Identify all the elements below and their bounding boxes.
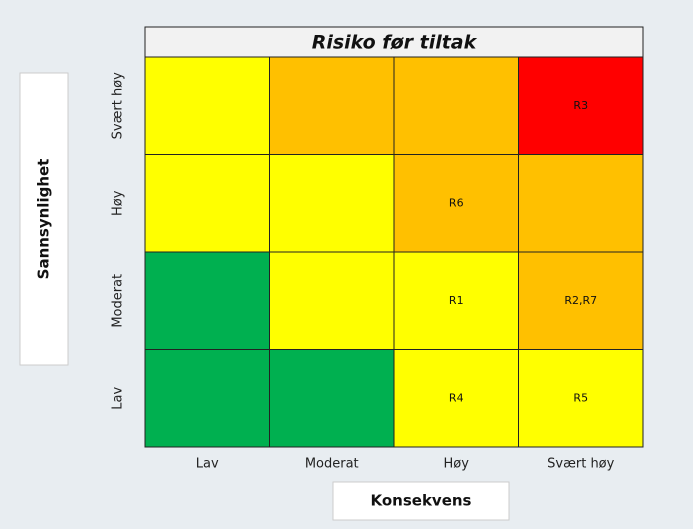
row-label: Moderat xyxy=(111,274,126,328)
matrix-cell xyxy=(144,349,270,448)
row-label: Høy xyxy=(111,190,126,216)
x-label: Konsekvens xyxy=(371,492,472,510)
column-label: Høy xyxy=(444,457,470,472)
matrix-cell xyxy=(393,56,519,155)
matrix-cell xyxy=(518,154,644,253)
row-label: Lav xyxy=(111,386,126,409)
matrix-cell xyxy=(393,154,519,253)
column-label: Lav xyxy=(196,457,219,472)
matrix-cell xyxy=(518,56,644,155)
y-label-box xyxy=(19,72,69,366)
title-box xyxy=(144,26,644,58)
row-label: Svært høy xyxy=(111,72,126,139)
cell-label: R2,R7 xyxy=(564,294,597,307)
column-label: Svært høy xyxy=(547,457,614,472)
matrix-cell xyxy=(269,56,395,155)
matrix-cell xyxy=(144,56,270,155)
matrix-cell xyxy=(269,251,395,350)
matrix-cell xyxy=(144,251,270,350)
matrix-cell xyxy=(144,154,270,253)
x-label-box xyxy=(332,481,510,521)
matrix-cell xyxy=(393,349,519,448)
column-label: Moderat xyxy=(305,457,359,472)
matrix-cell xyxy=(518,349,644,448)
matrix-cell xyxy=(269,154,395,253)
cell-label: R6 xyxy=(449,196,464,209)
title: Risiko før tiltak xyxy=(312,32,478,54)
cell-label: R3 xyxy=(573,99,588,112)
matrix-cell xyxy=(269,349,395,448)
cell-label: R5 xyxy=(573,391,588,404)
cell-label: R1 xyxy=(449,294,464,307)
y-label: Sannsynlighet xyxy=(35,159,53,280)
matrix-cell xyxy=(393,251,519,350)
cell-label: R4 xyxy=(449,391,464,404)
